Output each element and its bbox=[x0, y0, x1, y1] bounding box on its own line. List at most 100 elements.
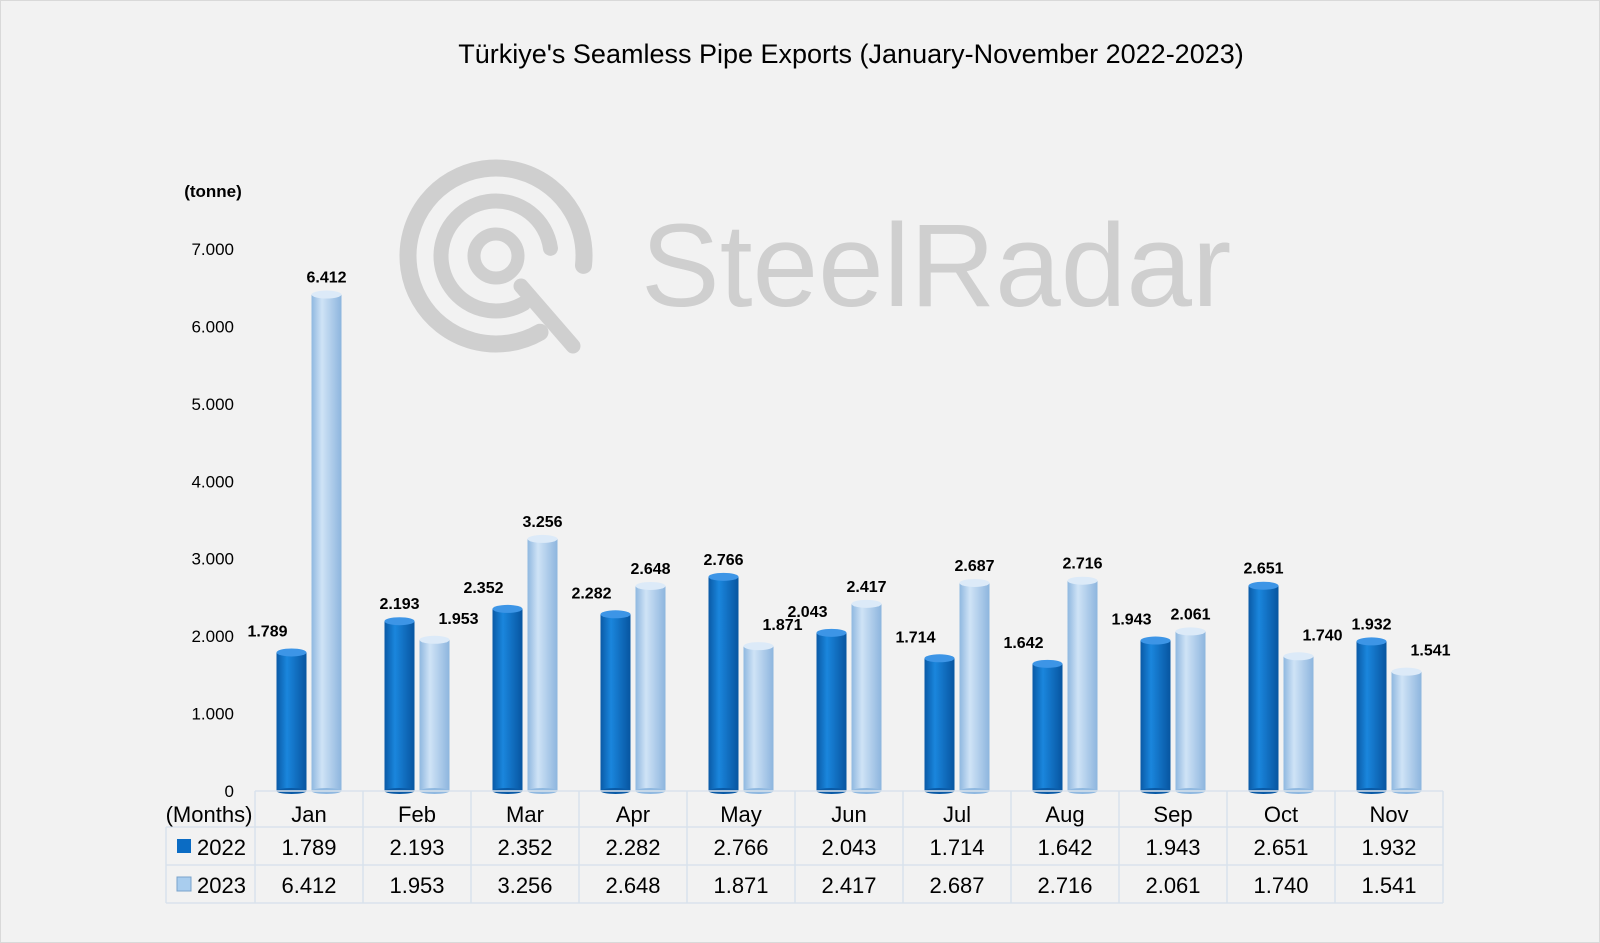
bar-cap bbox=[276, 648, 307, 657]
bar-body bbox=[600, 614, 631, 791]
bar-cap bbox=[1248, 581, 1279, 590]
category-label-may: May bbox=[720, 802, 762, 827]
data-label-2022-jul: 1.714 bbox=[895, 629, 935, 646]
bar-cap bbox=[743, 642, 774, 651]
bar-body bbox=[1283, 656, 1314, 791]
bar-2023-nov bbox=[1391, 667, 1422, 794]
bar-body bbox=[708, 576, 739, 791]
bar-2023-feb bbox=[419, 635, 450, 794]
table-cell-2023-sep: 2.061 bbox=[1145, 873, 1200, 898]
y-tick-label: 7.000 bbox=[191, 240, 234, 259]
legend-swatch-2022 bbox=[177, 839, 191, 853]
data-label-2022-jan: 1.789 bbox=[247, 623, 287, 640]
table-cell-2022-jul: 1.714 bbox=[929, 835, 984, 860]
table-cell-2022-nov: 1.932 bbox=[1361, 835, 1416, 860]
table-cell-2022-oct: 2.651 bbox=[1253, 835, 1308, 860]
table-cell-2023-apr: 2.648 bbox=[605, 873, 660, 898]
category-label-nov: Nov bbox=[1369, 802, 1408, 827]
category-label-mar: Mar bbox=[506, 802, 544, 827]
bar-cap bbox=[924, 654, 955, 663]
table-cell-2022-jan: 1.789 bbox=[281, 835, 336, 860]
table-cell-2022-aug: 1.642 bbox=[1037, 835, 1092, 860]
table-cell-2022-sep: 1.943 bbox=[1145, 835, 1200, 860]
category-label-sep: Sep bbox=[1153, 802, 1192, 827]
bar-series bbox=[276, 290, 1422, 794]
table-values: 1.789 6.412 2.193 1.953 2.352 3.256 2.282 2.648… bbox=[281, 835, 1416, 898]
data-label-2022-aug: 1.642 bbox=[1003, 635, 1043, 652]
bar-body bbox=[635, 585, 666, 791]
y-axis-ticks: 0 1.000 2.000 3.000 4.000 5.000 6.000 7.000 bbox=[191, 240, 234, 801]
bar-cap bbox=[492, 604, 523, 613]
bar-2022-feb bbox=[384, 617, 415, 794]
bar-body bbox=[419, 639, 450, 791]
data-label-2022-apr: 2.282 bbox=[571, 585, 611, 602]
table-cell-2022-may: 2.766 bbox=[713, 835, 768, 860]
table-cell-2022-apr: 2.282 bbox=[605, 835, 660, 860]
category-label-jul: Jul bbox=[943, 802, 971, 827]
chart-title: Türkiye's Seamless Pipe Exports (January… bbox=[458, 39, 1244, 69]
bar-body bbox=[851, 603, 882, 791]
category-label-jun: Jun bbox=[831, 802, 866, 827]
bar-2022-jun bbox=[816, 628, 847, 794]
bar-body bbox=[1391, 671, 1422, 791]
bar-cap bbox=[816, 628, 847, 637]
bar-cap bbox=[600, 610, 631, 619]
y-tick-label: 1.000 bbox=[191, 705, 234, 724]
bar-2022-sep bbox=[1140, 636, 1171, 794]
category-label-oct: Oct bbox=[1264, 802, 1298, 827]
data-label-2022-feb: 2.193 bbox=[379, 596, 419, 613]
table-cell-2023-oct: 1.740 bbox=[1253, 873, 1308, 898]
data-table: (Months) Jan Feb Mar Apr May Jun Jul Aug Sep Oct N… bbox=[165, 790, 1444, 904]
table-cell-2022-feb: 2.193 bbox=[389, 835, 444, 860]
data-label-2023-jan: 6.412 bbox=[306, 270, 346, 287]
bar-cap bbox=[1067, 576, 1098, 585]
legend-label-2023: 2023 bbox=[197, 873, 246, 898]
data-label-2023-oct: 1.740 bbox=[1303, 627, 1343, 644]
bar-body bbox=[816, 632, 847, 791]
bar-2022-jul bbox=[924, 654, 955, 794]
bar-2023-jul bbox=[959, 578, 990, 794]
bar-body bbox=[311, 294, 342, 791]
y-tick-label: 6.000 bbox=[191, 317, 234, 336]
bar-2023-mar bbox=[527, 534, 558, 794]
bar-body bbox=[384, 621, 415, 791]
bar-cap bbox=[959, 578, 990, 587]
data-label-2022-jun: 2.043 bbox=[787, 604, 827, 621]
steelradar-watermark: SteelRadar bbox=[399, 159, 1231, 354]
data-labels: 1.789 6.412 2.193 1.953 2.352 3.256 2.282 2.648… bbox=[247, 270, 1450, 660]
bar-body bbox=[959, 582, 990, 791]
bar-2022-may bbox=[708, 572, 739, 794]
table-cell-2023-may: 1.871 bbox=[713, 873, 768, 898]
legend-row-2022: 2022 bbox=[177, 835, 246, 860]
watermark-text: SteelRadar bbox=[641, 200, 1231, 332]
data-label-2023-jul: 2.687 bbox=[954, 558, 994, 575]
bar-2022-oct bbox=[1248, 581, 1279, 794]
bar-cap bbox=[635, 581, 666, 590]
data-label-2023-apr: 2.648 bbox=[630, 561, 670, 578]
category-label-aug: Aug bbox=[1045, 802, 1084, 827]
y-tick-label: 2.000 bbox=[191, 627, 234, 646]
bar-2022-apr bbox=[600, 610, 631, 794]
data-label-2023-nov: 1.541 bbox=[1411, 643, 1451, 660]
table-cell-2023-jun: 2.417 bbox=[821, 873, 876, 898]
legend-label-2022: 2022 bbox=[197, 835, 246, 860]
data-label-2022-sep: 1.943 bbox=[1111, 612, 1151, 629]
category-headers: Jan Feb Mar Apr May Jun Jul Aug Sep Oct Nov bbox=[291, 802, 1408, 827]
bar-2023-jun bbox=[851, 599, 882, 794]
data-label-2022-may: 2.766 bbox=[703, 552, 743, 569]
y-axis-unit-label: (tonne) bbox=[184, 182, 242, 201]
bar-body bbox=[1067, 580, 1098, 791]
bar-2023-oct bbox=[1283, 652, 1314, 794]
bar-body bbox=[1032, 663, 1063, 791]
data-label-2023-sep: 2.061 bbox=[1170, 606, 1210, 623]
bar-cap bbox=[851, 599, 882, 608]
bar-body bbox=[492, 608, 523, 791]
radar-logo-icon bbox=[399, 159, 593, 354]
bar-body bbox=[743, 646, 774, 791]
bar-2023-sep bbox=[1175, 627, 1206, 794]
table-cell-2023-mar: 3.256 bbox=[497, 873, 552, 898]
data-label-2023-may: 1.871 bbox=[763, 617, 803, 634]
y-tick-label: 4.000 bbox=[191, 472, 234, 491]
bar-2023-jan bbox=[311, 290, 342, 794]
